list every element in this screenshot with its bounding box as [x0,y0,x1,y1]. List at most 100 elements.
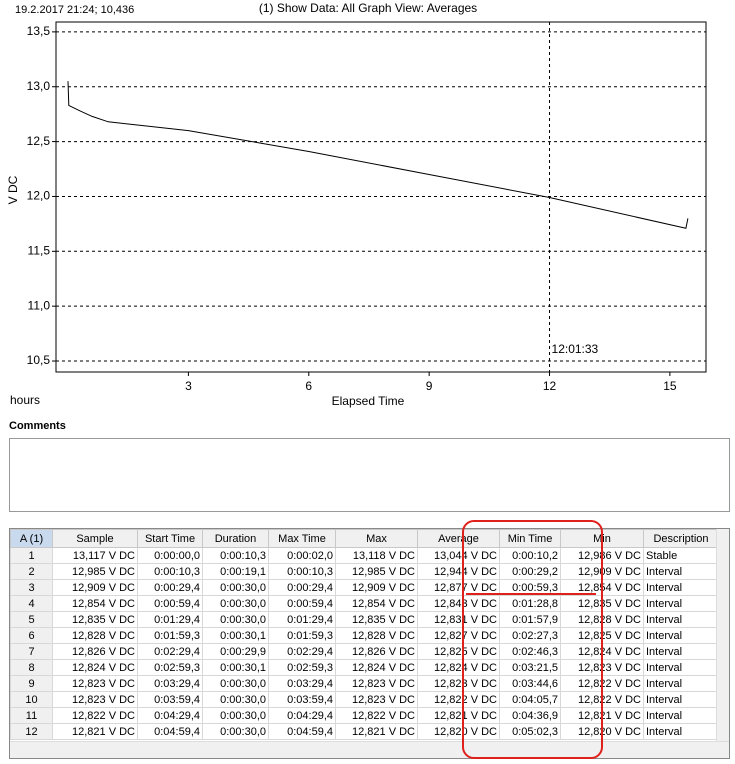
column-header[interactable]: Max [335,529,418,548]
row-number: 11 [10,707,53,724]
row-number: 5 [10,611,53,628]
x-tick-label: 6 [305,379,312,393]
x-tick-label: 3 [185,379,192,393]
row-number: 9 [10,675,53,692]
table-cell: Interval [643,691,719,708]
table-row: 7 12,826 V DC 0:02:29,4 0:00:29,9 0:02:29,4 1… [10,643,729,660]
table-cell: 12,821 V DC [335,723,418,740]
column-header[interactable]: Start Time [137,529,203,548]
table-cell: 0:00:10,3 [137,563,203,580]
chart: 19.2.2017 21:24; 10,436 (1) Show Data: A… [6,1,707,408]
table-cell: 12,909 V DC [335,579,418,596]
comments-box[interactable] [9,438,730,512]
column-header[interactable]: Min Time [499,529,561,548]
column-header[interactable]: A (1) [10,529,53,548]
table-cell: 0:00:30,0 [202,691,269,708]
table-cell: 0:03:29,4 [268,675,336,692]
table-cell: 12,985 V DC [52,563,138,580]
table-cell: 0:04:59,4 [268,723,336,740]
y-tick-label: 10,5 [27,353,51,367]
table-cell: 12,854 V DC [52,595,138,612]
table-cell: 12,909 V DC [52,579,138,596]
chart-subtitle: 19.2.2017 21:24; 10,436 [15,4,134,16]
table-cell: 12,944 V DC [417,563,500,580]
table-cell: 0:01:59,3 [137,627,203,644]
table-cell: 0:00:10,3 [202,547,269,564]
table-cell: 12,854 V DC [335,595,418,612]
table-cell: 12,823 V DC [417,675,500,692]
plot-frame [55,21,707,373]
horizontal-scrollbar[interactable] [10,741,729,758]
x-tick-label: 15 [663,379,677,393]
data-grid: A (1) Sample Start Time Duration Max Time Max… [9,528,730,759]
comments-label: Comments [9,420,66,432]
table-cell: 12,823 V DC [335,691,418,708]
y-tick-label: 12,5 [27,134,51,148]
table-cell: 0:00:30,0 [202,595,269,612]
table-cell: 12,823 V DC [52,691,138,708]
table-cell: 0:01:59,3 [268,627,336,644]
table-cell: Interval [643,579,719,596]
vertical-scrollbar[interactable] [716,529,729,741]
table-cell: 0:04:29,4 [137,707,203,724]
x-tick-label: 9 [426,379,433,393]
table-row: 9 12,823 V DC 0:03:29,4 0:00:30,0 0:03:29,4 1… [10,675,729,692]
table-cell: 0:03:29,4 [137,675,203,692]
table-cell: 0:00:30,0 [202,723,269,740]
table-cell: 0:03:59,4 [137,691,203,708]
table-cell: 12,824 V DC [417,659,500,676]
table-cell: 12,822 V DC [52,707,138,724]
table-cell: 12,820 V DC [417,723,500,740]
y-tick-label: 11,5 [28,243,51,257]
table-cell: 0:02:59,3 [268,659,336,676]
table-cell: 12,985 V DC [335,563,418,580]
table-cell: 0:00:29,9 [202,643,269,660]
table-cell: 0:02:59,3 [137,659,203,676]
table-cell: 13,118 V DC [335,547,418,564]
table-cell: 0:00:30,0 [202,675,269,692]
y-tick-label: 13,0 [27,79,51,93]
row-number: 4 [10,595,53,612]
table-cell: 12,826 V DC [52,643,138,660]
row-number: 7 [10,643,53,660]
table-cell: 0:00:10,3 [268,563,336,580]
table-cell: 12,835 V DC [335,611,418,628]
table-cell: 12,826 V DC [335,643,418,660]
table-cell: 12,824 V DC [52,659,138,676]
table-row: 2 12,985 V DC 0:00:10,3 0:00:19,1 0:00:10,3 1… [10,563,729,580]
column-header[interactable]: Duration [202,529,269,548]
row-number: 12 [10,723,53,740]
table-cell: 12,828 V DC [52,627,138,644]
table-cell: Interval [643,611,719,628]
x-unit: hours [10,393,40,407]
row-number: 10 [10,691,53,708]
table-cell: 0:02:29,4 [268,643,336,660]
table-cell: Interval [643,563,719,580]
table-cell: 12,835 V DC [52,611,138,628]
table-cell: 0:02:46,3 [499,643,561,660]
table-row: 5 12,835 V DC 0:01:29,4 0:00:30,0 0:01:29,4 1… [10,611,729,628]
table-cell: 0:01:28,8 [499,595,561,612]
table-row: 12 12,821 V DC 0:04:59,4 0:00:30,0 0:04:59,4… [10,723,729,740]
table-cell: 0:00:19,1 [202,563,269,580]
table-cell: 0:02:29,4 [137,643,203,660]
table-cell: Interval [643,595,719,612]
table-row: 6 12,828 V DC 0:01:59,3 0:00:30,1 0:01:59,3 1… [10,627,729,644]
table-cell: 0:00:30,0 [202,579,269,596]
x-axis-label: Elapsed Time [332,394,405,408]
cursor-label: 12:01:33 [552,342,599,356]
table-cell: Interval [643,723,719,740]
table-cell: 12,823 V DC [335,675,418,692]
table-cell: 12,822 V DC [335,707,418,724]
table-row: 1 13,117 V DC 0:00:00,0 0:00:10,3 0:00:02,0 1… [10,547,729,564]
x-tick-label: 12 [543,379,557,393]
column-header[interactable]: Sample [52,529,138,548]
table-cell: Interval [643,659,719,676]
table-cell: 0:00:30,1 [202,659,269,676]
table-cell: 0:04:59,4 [137,723,203,740]
table-cell: 0:01:29,4 [137,611,203,628]
row-number: 6 [10,627,53,644]
column-header[interactable]: Description [643,529,719,548]
table-cell: 12,828 V DC [335,627,418,644]
column-header[interactable]: Max Time [268,529,336,548]
